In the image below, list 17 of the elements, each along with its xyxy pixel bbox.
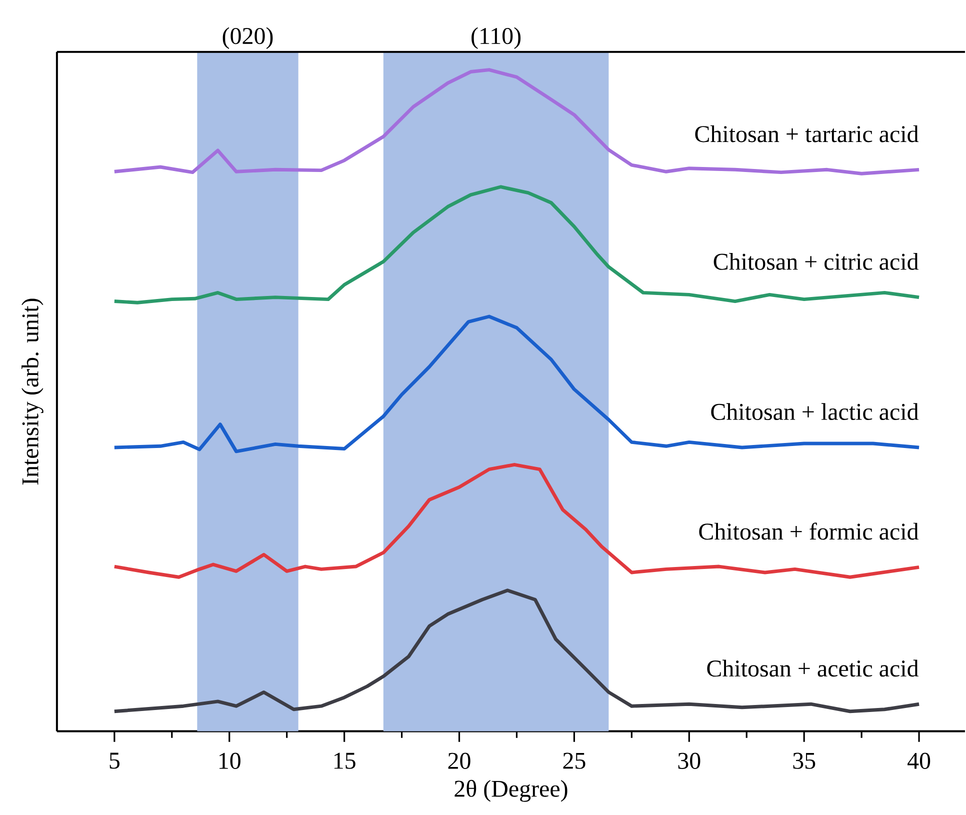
x-tick-label: 15 (334, 752, 356, 769)
series-label: Chitosan + tartaric acid (695, 125, 919, 142)
x-axis-title: 2θ (Degree) (454, 780, 568, 802)
y-axis-title: Intensity (arb. unit) (22, 298, 44, 485)
x-tick-label: 35 (793, 752, 816, 769)
band-label: (020) (222, 27, 273, 49)
x-tick-label: 30 (678, 752, 700, 769)
x-tick-label: 40 (908, 752, 930, 769)
series-label: Chitosan + lactic acid (711, 403, 919, 420)
x-tick-label: 10 (219, 752, 240, 769)
series-label: Chitosan + acetic acid (707, 660, 919, 677)
x-tick-label: 25 (563, 752, 586, 769)
band-label: (110) (472, 27, 521, 49)
series-label: Chitosan + formic acid (699, 522, 919, 540)
series-label: Chitosan + citric acid (714, 252, 919, 270)
x-tick-label: 5 (110, 752, 120, 769)
x-tick-label: 20 (448, 752, 470, 769)
